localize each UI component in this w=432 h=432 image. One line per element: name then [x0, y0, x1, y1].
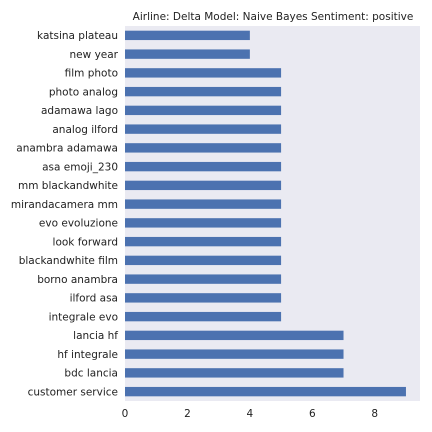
y-tick-label: mirandacamera mm: [11, 199, 118, 211]
bar-bdc-lancia: [125, 368, 344, 378]
bar-blackandwhite-film: [125, 255, 282, 266]
y-tick-label: film photo: [65, 68, 118, 80]
y-tick-label: blackandwhite film: [19, 255, 118, 267]
bar-anambra-adamawa: [125, 143, 282, 153]
y-tick-label: mm blackandwhite: [18, 180, 118, 192]
x-tick-label: 2: [184, 408, 191, 420]
bar-customer-service: [125, 386, 406, 397]
bar-analog-ilford: [125, 124, 282, 134]
bar-asa-emoji-230: [125, 161, 282, 172]
bar-integrale-evo: [125, 311, 282, 322]
bar-new-year: [125, 49, 250, 59]
bar-lancia-hf: [125, 330, 344, 341]
y-tick-label: asa emoji_230: [42, 161, 118, 173]
y-tick-label: bdc lancia: [64, 368, 118, 380]
bar-hf-integrale: [125, 349, 344, 359]
y-tick-label: katsina plateau: [37, 30, 118, 42]
bar-photo-analog: [125, 86, 282, 97]
y-tick-label: adamawa lago: [41, 105, 118, 117]
x-tick-label: 6: [309, 408, 316, 420]
bar-ilford-asa: [125, 293, 282, 303]
x-tick-label: 4: [247, 408, 254, 420]
y-tick-label: new year: [70, 49, 119, 61]
y-tick-label: lancia hf: [73, 330, 118, 342]
bar-evo-evoluzione: [125, 218, 282, 228]
x-tick-label: 0: [122, 408, 129, 420]
y-tick-label: integrale evo: [49, 311, 118, 323]
bar-film-photo: [125, 68, 282, 78]
y-tick-label: customer service: [28, 386, 118, 398]
y-tick-label: analog ilford: [52, 124, 118, 136]
y-tick-label: evo evoluzione: [39, 218, 118, 230]
plot-area: [125, 26, 420, 401]
bar-katsina-plateau: [125, 30, 250, 41]
bar-look-forward: [125, 236, 282, 247]
x-tick-label: 8: [371, 408, 378, 420]
bar-mirandacamera-mm: [125, 199, 282, 209]
x-axis-ticks: 0 2 4 6 8: [122, 408, 378, 420]
bar-adamawa-lago: [125, 105, 282, 116]
bars-layer: [125, 30, 406, 397]
y-tick-label: ilford asa: [70, 293, 118, 305]
y-axis-labels: katsina plateau new year film photo photo a…: [11, 30, 119, 398]
bar-borno-anambra: [125, 274, 282, 284]
chart-title: Airline: Delta Model: Naive Bayes Sentim…: [133, 11, 414, 23]
y-tick-label: borno anambra: [37, 274, 118, 286]
y-tick-label: hf integrale: [57, 349, 118, 361]
y-tick-label: anambra adamawa: [16, 143, 118, 155]
y-tick-label: look forward: [53, 236, 118, 248]
y-tick-label: photo analog: [49, 86, 118, 98]
bar-mm-blackandwhite: [125, 180, 282, 191]
